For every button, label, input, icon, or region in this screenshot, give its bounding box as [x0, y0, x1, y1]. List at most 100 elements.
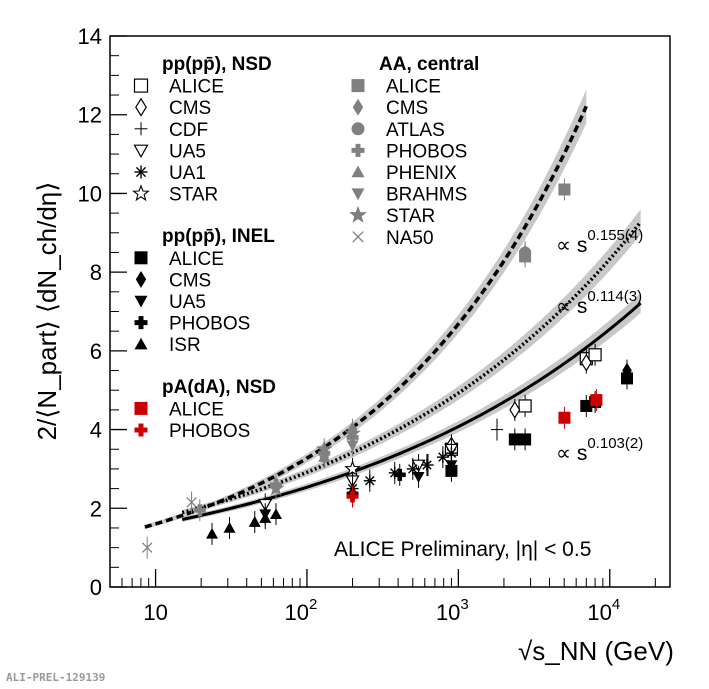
legend-heading-2: pA(dA), NSD — [162, 377, 276, 398]
legend-label: NA50 — [386, 228, 434, 249]
data-point-15-0 — [622, 359, 632, 382]
x-axis-title-text: √s_NN (GeV) — [518, 636, 674, 666]
data-point-7-1 — [186, 491, 197, 514]
legend-entry-3-2: ATLAS — [351, 120, 445, 141]
y-tick-label: 0 — [90, 575, 102, 600]
y-tick-label: 10 — [78, 181, 102, 206]
legend-entry-1-1: CMS — [135, 270, 211, 291]
exponent-label-pp-nsd: ∝ s0.114(3) — [556, 288, 642, 318]
legend-entry-2-0: ALICE — [134, 399, 224, 420]
legend-entry-1-4: ISR — [134, 335, 201, 356]
preliminary-id: ALI-PREL-129139 — [6, 671, 106, 684]
data-point-16-3 — [445, 453, 458, 476]
legend-heading-1: pp(pp̄), INEL — [162, 226, 275, 247]
x-tick-label: 10 — [143, 600, 167, 625]
legend-entry-0-0: ALICE — [133, 77, 224, 98]
legend-label: CDF — [169, 120, 208, 141]
x-tick-base: 10 — [587, 600, 611, 625]
x-tick-label: 103 — [436, 596, 469, 625]
legend-entry-3-6: STAR — [349, 205, 435, 227]
legend-entry-0-1: CMS — [135, 97, 211, 119]
data-point-8-1 — [518, 394, 532, 417]
data-point-3-0 — [193, 499, 206, 522]
legend-entry-3-7: NA50 — [352, 228, 434, 249]
legend-entry-0-4: UA1 — [134, 163, 206, 184]
x-tick-base: 10 — [436, 600, 460, 625]
data-point-12-4 — [420, 453, 433, 476]
legend-label: UA5 — [169, 141, 206, 162]
y-tick-label: 14 — [78, 24, 102, 49]
legend-entry-2-1: PHOBOS — [134, 421, 250, 442]
data-point-6-2 — [344, 422, 361, 445]
data-point-18-4 — [269, 503, 282, 526]
legend-label: CMS — [169, 98, 211, 119]
data-point-12-5 — [436, 446, 449, 469]
y-tick-label: 2 — [90, 496, 102, 521]
data-point-6-0 — [267, 477, 285, 500]
legend-entry-3-0: ALICE — [351, 77, 441, 98]
fit-curve-2 — [181, 301, 642, 521]
proportional-symbol: ∝ s — [556, 295, 587, 318]
legend-label: PHOBOS — [169, 421, 250, 442]
data-point-20-0 — [346, 485, 359, 508]
legend-entry-0-2: CDF — [134, 120, 208, 141]
data-point-0-1 — [558, 178, 571, 201]
x-tick-exponent: 2 — [309, 596, 317, 613]
y-tick-label: 4 — [90, 418, 102, 443]
legend-entry-0-5: STAR — [132, 184, 218, 206]
data-point-16-2 — [412, 465, 425, 488]
exponent-labels: ∝ s0.155(4) ∝ s0.114(3) ∝ s0.103(2) — [556, 227, 643, 465]
legend-entry-3-4: PHENIX — [351, 163, 457, 184]
preliminary-annotation: ALICE Preliminary, |η| < 0.5 — [334, 538, 591, 561]
legend-heading-0: pp(pp̄), NSD — [162, 54, 272, 75]
legend-heading-3: AA, central — [379, 54, 479, 75]
legend-label: ATLAS — [386, 120, 445, 141]
exponent-label-pp-inel: ∝ s0.103(2) — [556, 435, 643, 465]
data-point-12-1 — [363, 469, 376, 492]
legend-label: ALICE — [169, 399, 224, 420]
x-tick-label: 102 — [285, 596, 318, 625]
data-point-8-3 — [588, 343, 602, 366]
x-axis-title: √s_NN (GeV) — [518, 636, 674, 666]
fit-curves — [144, 105, 643, 529]
exponent-value: 0.155(4) — [587, 227, 643, 244]
legend-label: ALICE — [169, 249, 224, 270]
x-tick-base: 10 — [285, 600, 309, 625]
x-tick-label: 104 — [587, 596, 620, 625]
x-tick-exponent: 3 — [460, 596, 468, 613]
y-tick-label: 12 — [78, 103, 102, 128]
data-point-18-3 — [259, 507, 272, 530]
exponent-value: 0.114(3) — [587, 288, 642, 305]
data-point-13-0 — [344, 457, 361, 480]
y-axis-title-text: 2/⟨N_part⟩ ⟨dN_ch/dη⟩ — [32, 182, 62, 441]
data-point-10-1 — [491, 418, 504, 441]
y-axis-title: 2/⟨N_part⟩ ⟨dN_ch/dη⟩ — [32, 182, 62, 441]
exponent-label-aa: ∝ s0.155(4) — [556, 227, 643, 257]
legend-label: ALICE — [386, 77, 441, 98]
legend: pp(pp̄), NSDALICECMSCDFUA5UA1STARpp(pp̄)… — [132, 54, 479, 442]
legend-entry-3-3: PHOBOS — [351, 141, 467, 162]
x-tick-exponent: 4 — [612, 596, 620, 613]
y-tick-label: 6 — [90, 339, 102, 364]
proportional-symbol: ∝ s — [556, 442, 587, 465]
proportional-symbol: ∝ s — [556, 234, 587, 257]
y-tick-label: 8 — [90, 260, 102, 285]
legend-label: CMS — [169, 270, 211, 291]
legend-label: UA1 — [169, 163, 206, 184]
data-point-9-1 — [509, 398, 521, 421]
exponent-value: 0.103(2) — [587, 435, 643, 452]
data-point-14-1 — [508, 428, 521, 451]
data-point-6-1 — [315, 438, 333, 461]
data-points — [141, 178, 634, 559]
legend-entry-3-1: CMS — [352, 98, 428, 119]
legend-label: PHOBOS — [169, 314, 250, 335]
legend-label: PHOBOS — [386, 141, 467, 162]
data-point-2-0 — [519, 241, 532, 264]
legend-label: STAR — [386, 206, 435, 227]
data-point-18-0 — [206, 522, 219, 545]
legend-entry-1-0: ALICE — [134, 249, 224, 270]
legend-label: STAR — [169, 185, 218, 206]
legend-label: ISR — [169, 335, 201, 356]
